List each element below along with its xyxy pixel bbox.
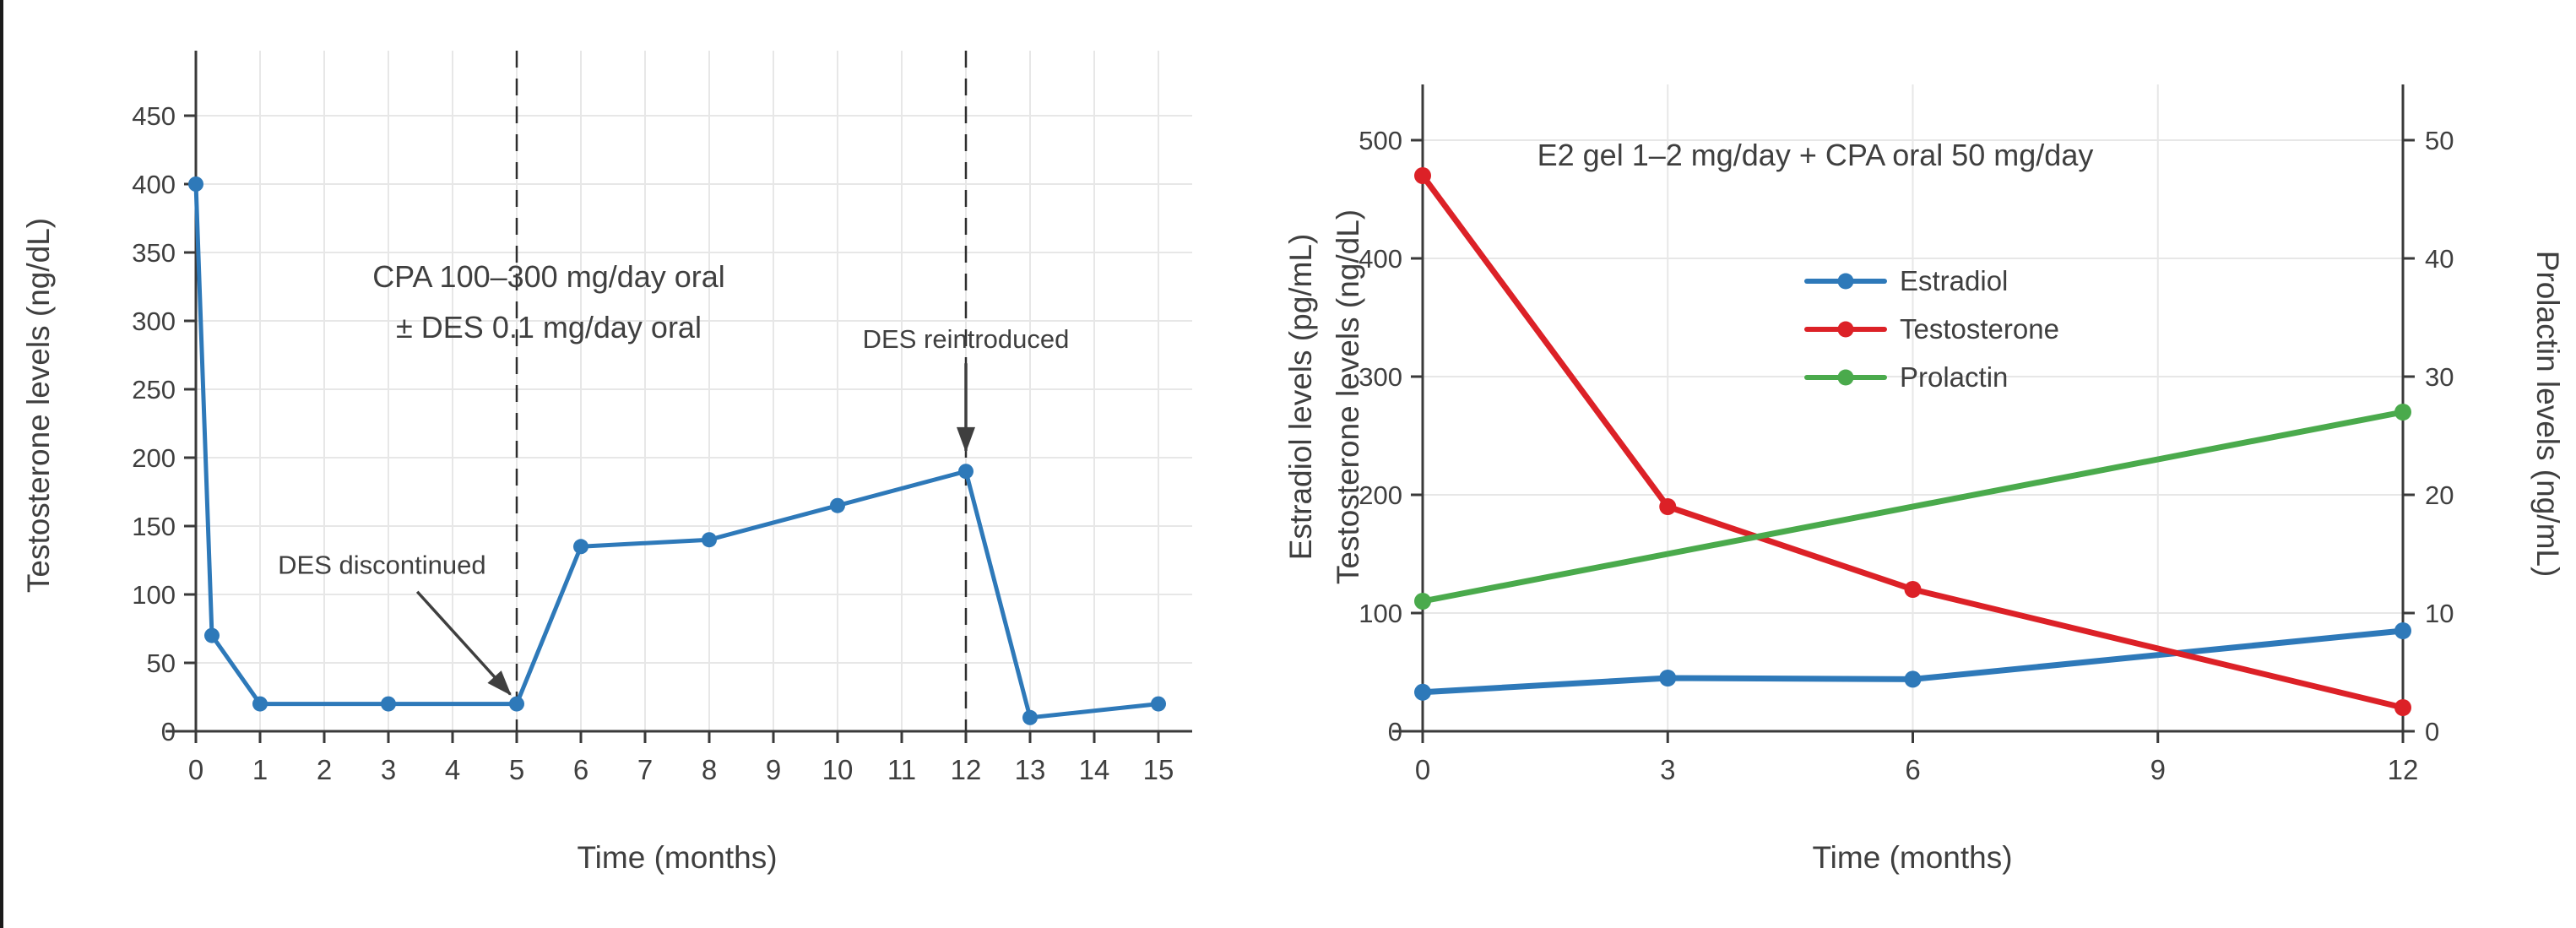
annotation-text: DES reintroduced bbox=[863, 324, 1070, 354]
data-point-testosterone bbox=[1904, 581, 1922, 598]
y-tick-label: 200 bbox=[1359, 480, 1402, 510]
right-y-tick-label: 10 bbox=[2425, 599, 2454, 628]
legend-marker-testosterone bbox=[1837, 321, 1854, 338]
data-point-testosterone bbox=[830, 497, 845, 513]
series-line-prolactin bbox=[1419, 409, 2406, 605]
annotation-arrow bbox=[415, 590, 512, 696]
data-point-estradiol bbox=[2394, 622, 2411, 639]
data-point-estradiol bbox=[1414, 683, 1431, 701]
data-point-testosterone bbox=[2394, 699, 2411, 716]
x-tick-label: 9 bbox=[2150, 754, 2166, 785]
y-tick-label: 350 bbox=[132, 238, 176, 268]
data-point-testosterone bbox=[1414, 167, 1431, 184]
y-tick-label: 150 bbox=[132, 512, 176, 541]
data-point-testosterone bbox=[252, 696, 268, 712]
y-tick-label: 400 bbox=[132, 170, 176, 199]
y-tick-label: 0 bbox=[1388, 717, 1402, 746]
x-tick-label: 10 bbox=[822, 754, 854, 785]
right-y-tick-label: 20 bbox=[2425, 480, 2454, 510]
x-tick-label: 0 bbox=[1415, 754, 1430, 785]
x-tick-label: 15 bbox=[1143, 754, 1174, 785]
data-point-estradiol bbox=[1904, 670, 1922, 688]
y-tick-label: 300 bbox=[1359, 362, 1402, 392]
y-tick-label: 100 bbox=[1359, 599, 1402, 628]
right-y-tick-label: 40 bbox=[2425, 244, 2454, 274]
chart-title: E2 gel 1–2 mg/day + CPA oral 50 mg/day bbox=[1537, 138, 2094, 172]
y-tick-label: 50 bbox=[147, 649, 176, 678]
data-point-testosterone bbox=[204, 627, 220, 643]
chart-title: CPA 100–300 mg/day oral bbox=[372, 259, 725, 294]
x-tick-label: 6 bbox=[1905, 754, 1920, 785]
y-tick-label: 400 bbox=[1359, 244, 1402, 274]
data-point-prolactin bbox=[1414, 593, 1431, 610]
legend-label-testosterone: Testosterone bbox=[1900, 313, 2059, 345]
y-tick-label: 300 bbox=[132, 307, 176, 336]
x-tick-label: 3 bbox=[1660, 754, 1675, 785]
x-tick-label: 12 bbox=[2388, 754, 2419, 785]
data-point-testosterone bbox=[702, 532, 717, 548]
legend-label-prolactin: Prolactin bbox=[1900, 361, 2008, 393]
data-point-testosterone bbox=[1022, 709, 1038, 725]
right-y-tick-label: 50 bbox=[2425, 126, 2454, 155]
y-tick-label: 100 bbox=[132, 580, 176, 610]
x-tick-label: 3 bbox=[381, 754, 396, 785]
y-tick-label: 0 bbox=[161, 717, 176, 746]
x-tick-label: 8 bbox=[702, 754, 717, 785]
x-tick-label: 1 bbox=[252, 754, 268, 785]
x-tick-label: 12 bbox=[951, 754, 982, 785]
right-y-tick-label: 0 bbox=[2425, 717, 2439, 746]
y-axis-label: Testosterone levels (ng/dL) bbox=[21, 218, 56, 593]
y-tick-label: 450 bbox=[132, 101, 176, 131]
x-tick-label: 11 bbox=[887, 754, 916, 785]
x-tick-label: 4 bbox=[445, 754, 460, 785]
x-tick-label: 6 bbox=[573, 754, 588, 785]
y-tick-label: 200 bbox=[132, 443, 176, 473]
x-tick-label: 2 bbox=[317, 754, 332, 785]
left-y-axis-label: Testosterone levels (ng/dL) bbox=[1331, 209, 1365, 584]
data-point-testosterone bbox=[573, 539, 588, 555]
x-axis-label: Time (months) bbox=[1812, 840, 2012, 875]
data-point-testosterone bbox=[1659, 498, 1677, 515]
data-point-testosterone bbox=[958, 464, 973, 480]
panel-divider bbox=[0, 0, 3, 928]
x-tick-label: 14 bbox=[1079, 754, 1110, 785]
data-point-estradiol bbox=[1659, 670, 1677, 687]
chart-left-cpa-des-testosterone: 0 1 2 3 4 5 6 7 8 9 10 11 12 13 14 15050100150200250300… bbox=[21, 51, 1192, 875]
x-tick-label: 5 bbox=[509, 754, 524, 785]
y-tick-label: 500 bbox=[1359, 126, 1402, 155]
right-y-axis-label: Prolactin levels (ng/mL) bbox=[2530, 251, 2565, 578]
data-point-testosterone bbox=[381, 696, 396, 712]
x-tick-label: 7 bbox=[637, 754, 653, 785]
data-point-prolactin bbox=[2394, 404, 2411, 421]
series-line-testosterone bbox=[1419, 172, 2406, 711]
legend-label-estradiol: Estradiol bbox=[1900, 265, 2008, 296]
data-point-testosterone bbox=[1151, 696, 1166, 712]
annotation-text: DES discontinued bbox=[278, 550, 485, 579]
y-tick-label: 250 bbox=[132, 375, 176, 404]
x-tick-label: 9 bbox=[766, 754, 781, 785]
left-y-axis-label: Estradiol levels (pg/mL) bbox=[1283, 234, 1318, 561]
legend-marker-prolactin bbox=[1837, 369, 1854, 386]
chart-title: ± DES 0.1 mg/day oral bbox=[396, 310, 702, 345]
x-axis-label: Time (months) bbox=[577, 840, 777, 875]
series-line-estradiol bbox=[1419, 627, 2406, 696]
x-tick-label: 0 bbox=[188, 754, 203, 785]
legend-marker-estradiol bbox=[1837, 273, 1854, 290]
data-point-testosterone bbox=[188, 176, 203, 192]
x-tick-label: 13 bbox=[1015, 754, 1046, 785]
data-point-testosterone bbox=[509, 696, 524, 712]
right-y-tick-label: 30 bbox=[2425, 362, 2454, 392]
